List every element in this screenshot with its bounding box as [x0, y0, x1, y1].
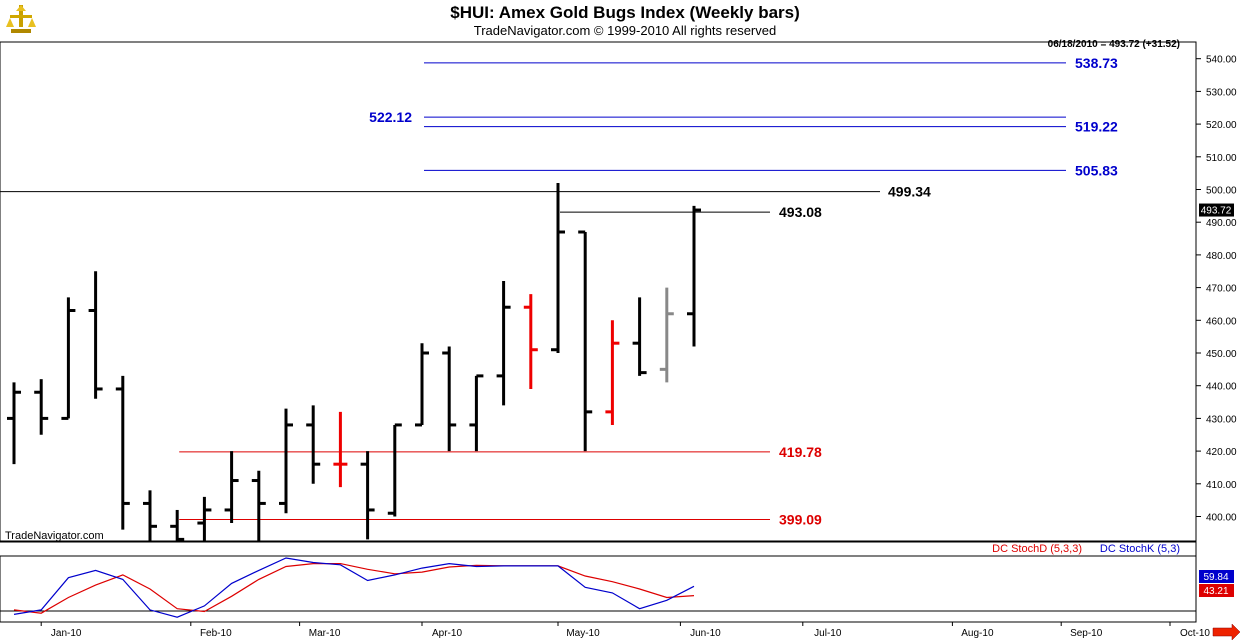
y-tick-label: 410.00: [1206, 480, 1237, 491]
level-lines: 538.73 522.12 519.22 505.83 499.34 493.08 419.…: [0, 55, 1118, 527]
x-tick-label: Sep-10: [1070, 628, 1103, 639]
price-axis: 400.00 410.00 420.00 430.00 440.00 450.00 460.…: [1196, 55, 1237, 524]
x-tick-label: Jan-10: [51, 628, 82, 639]
y-tick-label: 510.00: [1206, 153, 1237, 164]
stochd-value: 43.21: [1203, 586, 1228, 597]
y-tick-label: 460.00: [1206, 316, 1237, 327]
last-price-value: 493.72: [1201, 206, 1232, 217]
level-label: 519.22: [1075, 119, 1118, 135]
scroll-right-arrow-icon[interactable]: [1212, 623, 1241, 641]
y-tick-label: 400.00: [1206, 513, 1237, 524]
level-label: 419.78: [779, 444, 822, 460]
y-tick-label: 530.00: [1206, 87, 1237, 98]
y-tick-label: 490.00: [1206, 218, 1237, 229]
stochk-legend: DC StochK (5,3): [1100, 543, 1180, 555]
y-tick-label: 440.00: [1206, 382, 1237, 393]
level-label: 499.34: [888, 184, 931, 200]
y-tick-label: 430.00: [1206, 414, 1237, 425]
x-tick-label: Feb-10: [200, 628, 232, 639]
stochk-value-badge: [1199, 570, 1234, 583]
level-label: 493.08: [779, 204, 822, 220]
y-tick-label: 520.00: [1206, 120, 1237, 131]
chart-copyright: TradeNavigator.com © 1999-2010 All right…: [473, 23, 777, 38]
y-tick-label: 450.00: [1206, 349, 1237, 360]
stochk-line: [13, 557, 695, 618]
stochk-value: 59.84: [1203, 572, 1228, 583]
x-tick-label: Aug-10: [961, 628, 994, 639]
stochastic-lines: [13, 557, 695, 618]
ohlc-bars: [7, 182, 701, 541]
indicator-pane-frame: [0, 555, 1197, 623]
stochd-line: [13, 562, 695, 614]
x-tick-label: May-10: [566, 628, 600, 639]
stochd-value-badge: [1199, 584, 1234, 597]
chart-title: $HUI: Amex Gold Bugs Index (Weekly bars): [450, 3, 800, 22]
y-tick-label: 480.00: [1206, 251, 1237, 262]
level-label: 538.73: [1075, 55, 1118, 71]
level-label: 399.09: [779, 511, 822, 527]
last-quote: 06/18/2010 = 493.72 (+31.52): [1048, 39, 1180, 50]
x-tick-label: Jul-10: [814, 628, 842, 639]
date-axis: Jan-10 Feb-10 Mar-10 Apr-10 May-10 Jun-10 Jul-…: [40, 622, 1210, 639]
level-label: 505.83: [1075, 162, 1118, 178]
x-tick-label: Apr-10: [432, 628, 462, 639]
y-tick-label: 420.00: [1206, 447, 1237, 458]
x-tick-label: Oct-10: [1180, 628, 1210, 639]
y-tick-label: 540.00: [1206, 55, 1237, 66]
stochd-legend: DC StochD (5,3,3): [992, 543, 1082, 555]
last-price-badge: [1199, 203, 1234, 217]
x-tick-label: Jun-10: [690, 628, 721, 639]
y-tick-label: 470.00: [1206, 284, 1237, 295]
watermark: TradeNavigator.com: [5, 530, 104, 542]
level-label: 522.12: [369, 109, 412, 125]
x-tick-label: Mar-10: [309, 628, 341, 639]
chart-header: $HUI: Amex Gold Bugs Index (Weekly bars)…: [0, 0, 1250, 42]
y-tick-label: 500.00: [1206, 186, 1237, 197]
trade-navigator-logo-icon: [6, 5, 36, 33]
